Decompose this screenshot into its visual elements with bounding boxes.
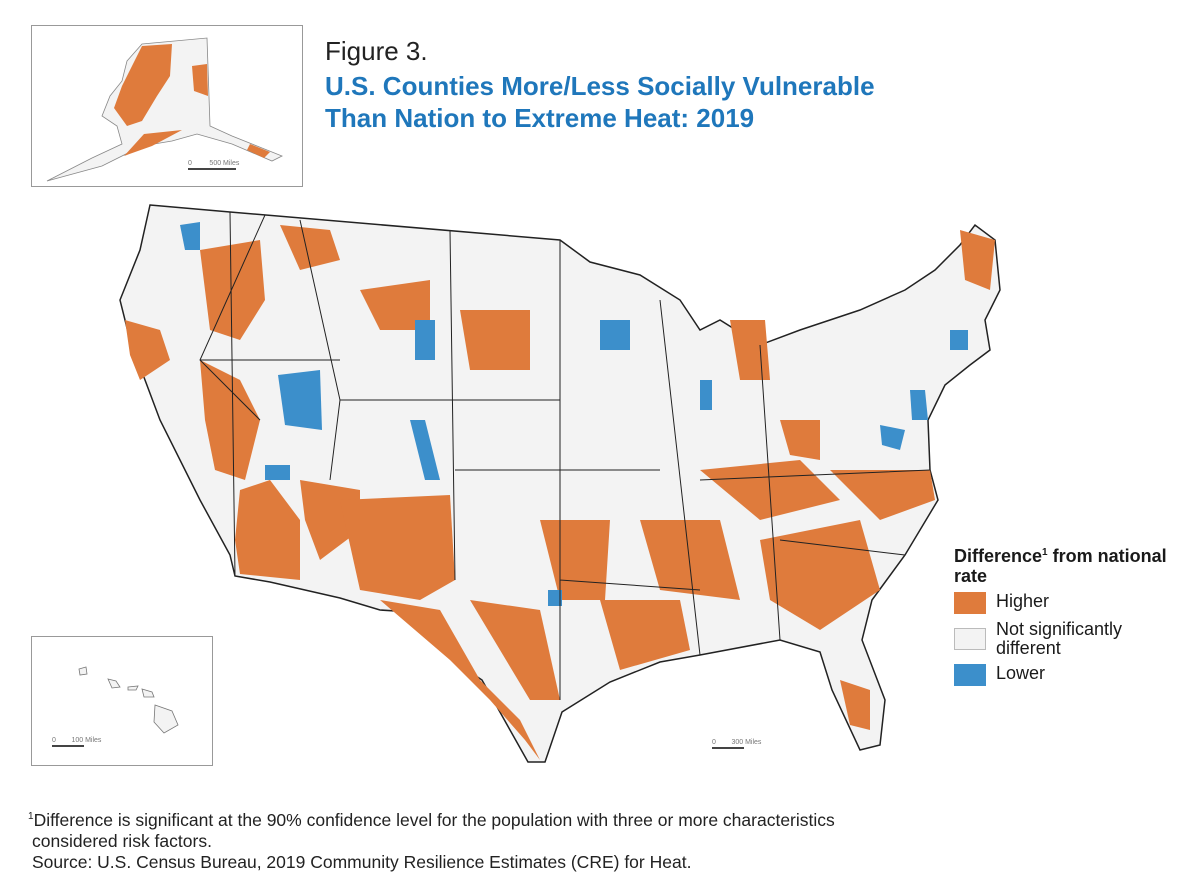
figure-title: U.S. Counties More/Less Socially Vulnera… <box>325 70 875 134</box>
mainland-scale: 0 300 Miles <box>712 739 761 749</box>
legend-item-lower: Lower <box>954 664 1184 686</box>
footnote-line-2: considered risk factors. <box>32 830 212 851</box>
scale-zero: 0 <box>712 739 716 746</box>
figure-label: Figure 3. <box>325 36 428 66</box>
state-borders <box>199 211 931 700</box>
swatch-not-significant <box>954 628 986 650</box>
legend: Difference1 from national rate Higher No… <box>954 543 1184 686</box>
swatch-higher <box>954 592 986 614</box>
hawaii-map <box>78 666 179 734</box>
scale-zero: 0 <box>52 737 56 744</box>
scale-zero: 0 <box>188 160 192 167</box>
alaska-map <box>46 37 283 182</box>
legend-item-higher: Higher <box>954 592 1184 614</box>
legend-item-not-significant: Not significantly different <box>954 620 1184 658</box>
hawaii-scale: 0 100 Miles <box>52 737 101 747</box>
scale-label: 500 Miles <box>209 160 240 167</box>
source-note: Source: U.S. Census Bureau, 2019 Communi… <box>32 851 692 872</box>
title-line-1: U.S. Counties More/Less Socially Vulnera… <box>325 71 875 101</box>
lower-counties <box>180 222 968 606</box>
legend-heading: Difference1 from national rate <box>954 546 1167 586</box>
scale-label: 100 Miles <box>71 737 102 744</box>
swatch-lower <box>954 664 986 686</box>
footnote: 1Difference is significant at the 90% co… <box>28 809 835 872</box>
title-line-2: Than Nation to Extreme Heat: 2019 <box>325 103 755 133</box>
mainland-map <box>119 204 1001 763</box>
footnote-line-1: Difference is significant at the 90% con… <box>33 809 835 830</box>
scale-label: 300 Miles <box>731 739 762 746</box>
hawaii-inset: 0 100 Miles <box>31 636 213 766</box>
alaska-scale: 0 500 Miles <box>188 160 239 170</box>
alaska-inset: 0 500 Miles <box>31 25 303 187</box>
